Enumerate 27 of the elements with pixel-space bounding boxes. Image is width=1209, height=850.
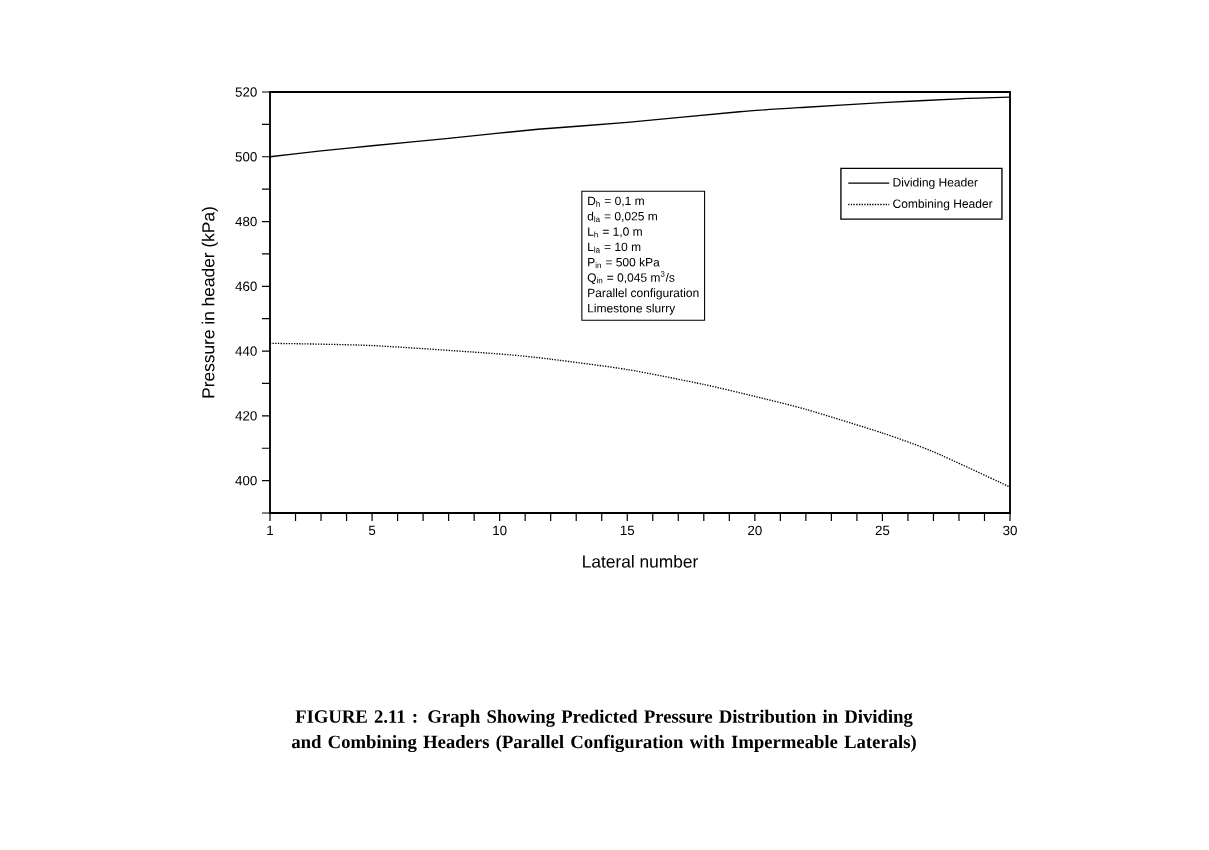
x-tick-label: 1: [267, 525, 274, 535]
y-tick-label: 460: [235, 281, 257, 292]
y-tick-label: 400: [235, 475, 257, 486]
y-tick-label: 440: [235, 346, 257, 356]
annotation: d$_{la}$ = 0,025 m: [587, 211, 657, 223]
x-tick-label: 10: [493, 525, 507, 536]
x-tick-label: 25: [875, 525, 890, 536]
x-tick-label: 20: [748, 525, 762, 536]
y-axis-title: Pressure in header (kPa): [201, 207, 218, 398]
y-tick-label: 480: [235, 216, 257, 227]
x-axis-title: Lateral number: [583, 554, 698, 568]
annotation: Parallel configuration: [588, 288, 699, 300]
y-tick-label: 500: [235, 152, 257, 162]
y-tick-label: 420: [235, 411, 257, 421]
legend-label: Combining Header: [893, 199, 993, 211]
y-tick-label: 520: [235, 87, 257, 97]
annotation: L$_{la}$ = 10 m: [588, 242, 641, 253]
caption: FIGURE 2.11 : Graph Showing Predicted Pressure Distribution in Dividing and Combining Headers (Parallel Configuration with Impermeable Laterals): [291, 709, 916, 753]
annotation: P$_{in}$ = 500 kPa: [588, 257, 660, 269]
x-tick-label: 5: [368, 525, 376, 536]
x-tick-label: 15: [620, 525, 635, 536]
annotation: Limestone slurry: [588, 303, 676, 315]
annotation: D$_{h}$ = 0,1 m: [588, 196, 644, 207]
annotation: Q$_{in}$ = 0,045 m$^{3}$/s: [587, 271, 675, 284]
annotation: L$_{h}$ = 1,0 m: [588, 227, 642, 238]
legend-label: Dividing Header: [893, 177, 978, 189]
x-tick-label: 30: [1003, 525, 1017, 536]
